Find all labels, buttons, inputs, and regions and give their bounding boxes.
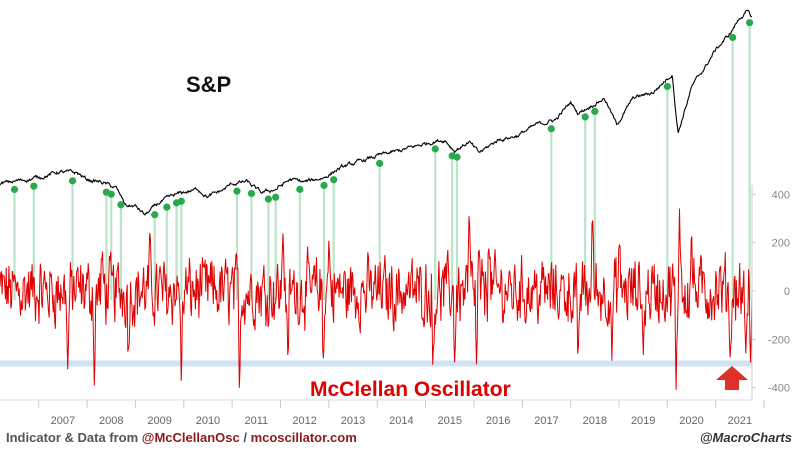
x-tick-label: 2015 bbox=[438, 415, 462, 427]
signal-dot bbox=[151, 211, 159, 219]
x-tick-label: 2013 bbox=[341, 415, 365, 427]
x-tick-label: 2011 bbox=[244, 415, 268, 427]
signal-dot bbox=[233, 187, 241, 195]
signal-dot bbox=[663, 82, 671, 91]
y-tick-label: -200 bbox=[768, 334, 790, 346]
signal-dot bbox=[453, 153, 461, 161]
signal-dot bbox=[431, 145, 439, 153]
x-tick-label: 2014 bbox=[389, 415, 413, 427]
oscillator-label: McClellan Oscillator bbox=[310, 378, 511, 401]
signal-dot bbox=[177, 197, 185, 205]
x-tick-label: 2010 bbox=[196, 415, 220, 427]
signal-dot bbox=[264, 195, 272, 203]
source-prefix: Indicator & Data from bbox=[6, 430, 142, 445]
signal-dot bbox=[163, 203, 171, 211]
x-tick-label: 2020 bbox=[679, 415, 703, 427]
x-tick-label: 2012 bbox=[292, 415, 316, 427]
signal-dot bbox=[376, 159, 384, 167]
threshold-band bbox=[0, 360, 752, 367]
x-tick-label: 2009 bbox=[147, 415, 171, 427]
y-tick-label: 400 bbox=[772, 189, 790, 201]
signal-dot bbox=[547, 125, 555, 133]
y-axis: 400 200 0 -200 -400 bbox=[751, 185, 790, 400]
signal-dot bbox=[330, 176, 338, 184]
x-tick-label: 2016 bbox=[486, 415, 510, 427]
signal-dot bbox=[581, 113, 589, 121]
signal-dot bbox=[117, 201, 125, 209]
source-handle: @McClellanOsc bbox=[141, 430, 240, 445]
sp-label: S&P bbox=[186, 72, 231, 97]
x-axis: 2007 2008 2009 2010 2011 2012 2013 2014 2015 2016… bbox=[0, 399, 752, 427]
arrow-shape bbox=[716, 366, 748, 390]
credit: @MacroCharts bbox=[699, 430, 792, 445]
signal-dot bbox=[729, 33, 737, 42]
sp-series bbox=[0, 9, 753, 216]
x-tick-label: 2021 bbox=[728, 415, 752, 427]
y-tick-label: 0 bbox=[784, 286, 790, 298]
signal-dot bbox=[68, 177, 77, 185]
source-site: mcoscillator.com bbox=[250, 430, 357, 445]
y-tick-label: 200 bbox=[772, 238, 790, 250]
x-tick-label: 2018 bbox=[583, 415, 607, 427]
signal-dot bbox=[247, 189, 256, 198]
x-tick-label: 2017 bbox=[534, 415, 558, 427]
x-tick-label: 2007 bbox=[51, 415, 75, 427]
y-tick-label: -400 bbox=[768, 383, 790, 395]
source-separator: / bbox=[239, 430, 251, 445]
panel-labels: S&P McClellan Oscillator bbox=[186, 72, 511, 401]
oversold-band bbox=[0, 360, 752, 367]
oscillator-series bbox=[0, 208, 753, 390]
source-note: Indicator & Data from @McClellanOsc / mc… bbox=[6, 430, 357, 445]
x-tick-label: 2019 bbox=[631, 415, 655, 427]
signal-dot bbox=[320, 181, 328, 190]
oscillator-line bbox=[0, 208, 753, 390]
sp-line bbox=[0, 9, 753, 216]
vertical-grid bbox=[38, 400, 765, 408]
signal-dot bbox=[272, 193, 280, 201]
signal-dot bbox=[30, 182, 38, 190]
signal-dot bbox=[591, 107, 599, 115]
signal-dot bbox=[745, 19, 754, 27]
x-tick-label: 2008 bbox=[99, 415, 123, 427]
arrow-icon bbox=[716, 366, 748, 390]
signal-dots bbox=[10, 19, 754, 219]
signal-dot bbox=[10, 185, 19, 194]
signal-dot bbox=[107, 190, 115, 198]
signal-dot bbox=[296, 185, 304, 193]
